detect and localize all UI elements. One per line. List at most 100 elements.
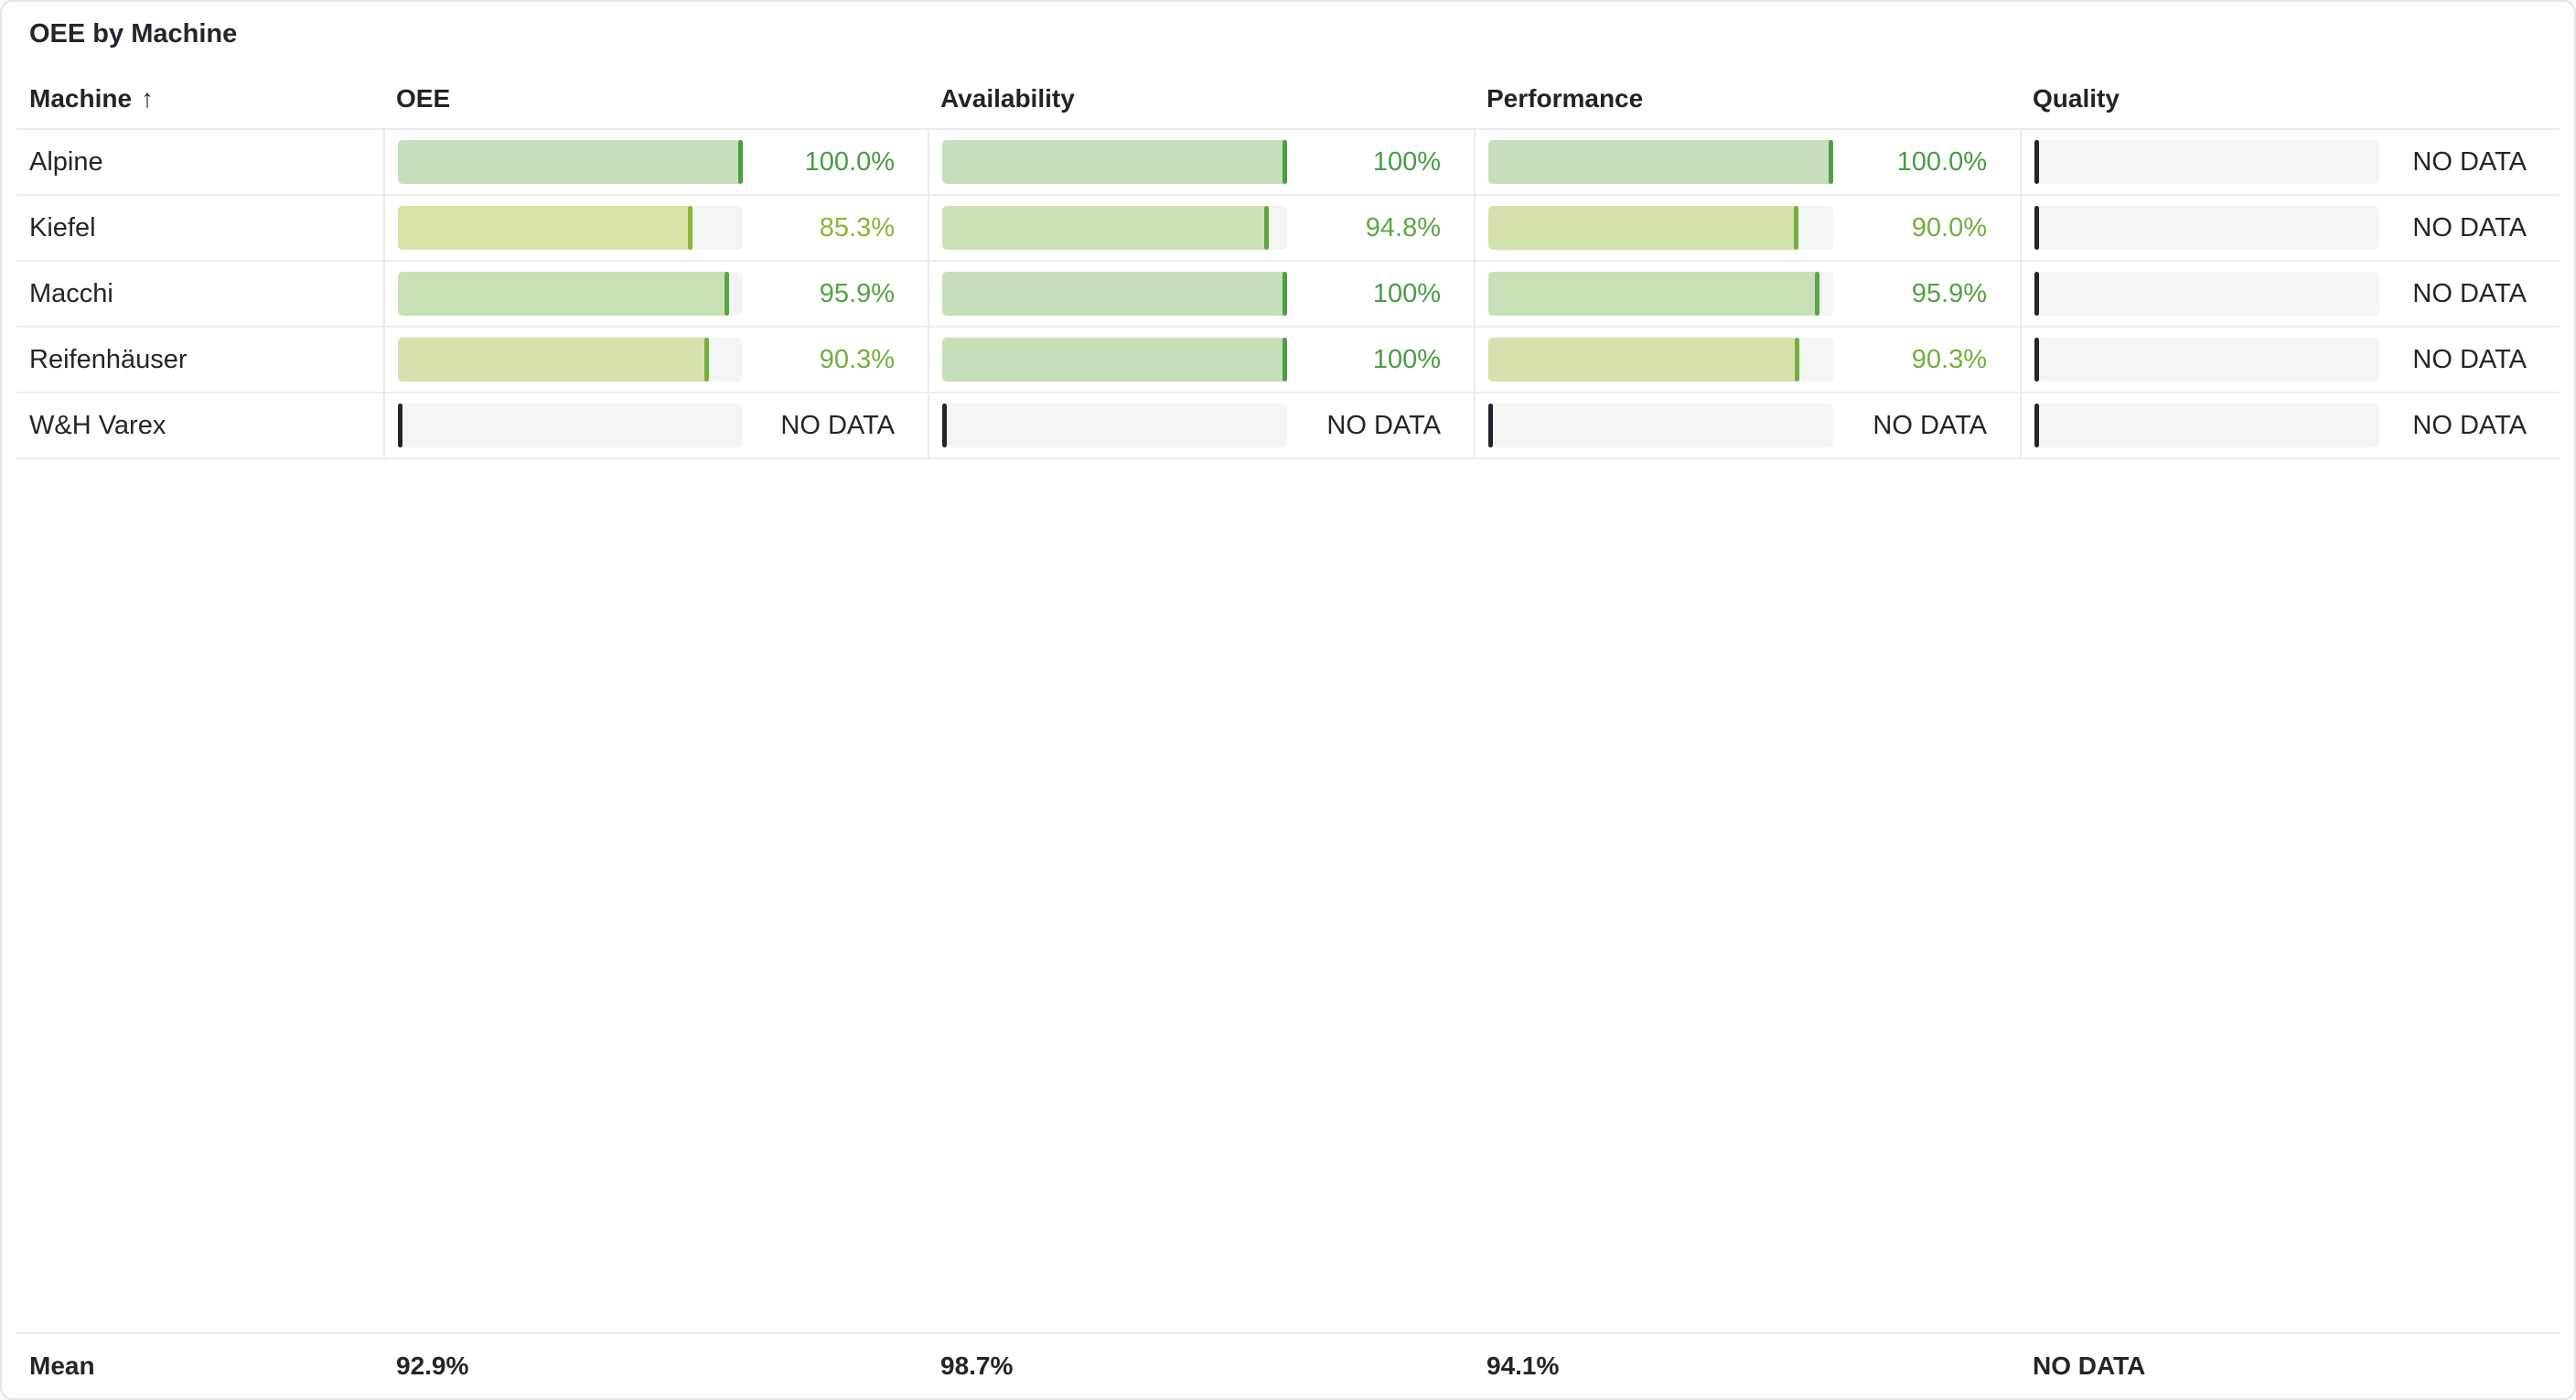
oee-cell: 90.3% bbox=[383, 328, 928, 392]
oee-bar-marker bbox=[724, 272, 729, 316]
oee-bar-track bbox=[398, 140, 743, 184]
quality-bar-marker bbox=[2034, 272, 2039, 316]
quality-bar-marker bbox=[2034, 140, 2039, 184]
oee-cell: 85.3% bbox=[383, 196, 928, 260]
quality-value: NO DATA bbox=[2412, 212, 2527, 242]
quality-cell: NO DATA bbox=[2020, 196, 2560, 260]
table-row: Reifenhäuser 90.3% 100% 90.3% NO DATA bbox=[16, 328, 2560, 393]
performance-bar-fill bbox=[1488, 206, 1799, 250]
performance-bar-track bbox=[1488, 206, 1833, 250]
quality-value: NO DATA bbox=[2412, 278, 2527, 308]
oee-bar-track bbox=[398, 404, 743, 447]
quality-bar-marker bbox=[2034, 404, 2039, 447]
performance-bar-fill bbox=[1488, 140, 1833, 184]
mean-oee-value: 92.9% bbox=[396, 1352, 469, 1380]
performance-bar-marker bbox=[1814, 272, 1819, 316]
oee-value: 95.9% bbox=[819, 278, 895, 308]
column-header-machine[interactable]: Machine ↑ bbox=[16, 84, 383, 128]
quality-value: NO DATA bbox=[2412, 410, 2527, 440]
oee-bar-marker bbox=[398, 404, 402, 447]
oee-table: Machine ↑ OEE Availability Performance Q… bbox=[16, 51, 2560, 1398]
quality-cell: NO DATA bbox=[2020, 328, 2560, 392]
column-header-availability-label: Availability bbox=[940, 84, 1075, 113]
table-row: Kiefel 85.3% 94.8% 90.0% NO DATA bbox=[16, 196, 2560, 262]
availability-value: 94.8% bbox=[1365, 212, 1441, 242]
mean-quality-value: NO DATA bbox=[2033, 1352, 2146, 1380]
availability-bar-marker bbox=[1283, 140, 1287, 184]
quality-cell: NO DATA bbox=[2020, 130, 2560, 194]
performance-bar-fill bbox=[1488, 272, 1819, 316]
mean-summary-row: Mean 92.9% 98.7% 94.1% NO DATA bbox=[16, 1332, 2560, 1398]
performance-bar-marker bbox=[1794, 206, 1799, 250]
availability-cell: 100% bbox=[928, 328, 1474, 392]
column-header-machine-label: Machine bbox=[29, 84, 133, 113]
oee-bar-marker bbox=[704, 338, 710, 382]
mean-label: Mean bbox=[29, 1352, 95, 1380]
column-header-availability[interactable]: Availability bbox=[928, 84, 1474, 128]
availability-bar-fill bbox=[942, 338, 1287, 382]
oee-bar-fill bbox=[398, 272, 729, 316]
quality-bar-marker bbox=[2034, 206, 2039, 250]
availability-value: 100% bbox=[1372, 344, 1441, 374]
availability-value: 100% bbox=[1372, 146, 1441, 177]
oee-cell: 100.0% bbox=[383, 130, 928, 194]
performance-value: 90.3% bbox=[1911, 344, 1987, 374]
oee-cell: NO DATA bbox=[383, 393, 928, 458]
performance-bar-marker bbox=[1795, 338, 1800, 382]
quality-cell: NO DATA bbox=[2020, 393, 2560, 458]
oee-value: 100.0% bbox=[804, 146, 895, 177]
column-header-performance[interactable]: Performance bbox=[1474, 84, 2020, 128]
column-header-performance-label: Performance bbox=[1487, 84, 1644, 113]
quality-bar-marker bbox=[2034, 338, 2039, 382]
performance-bar-track bbox=[1488, 404, 1833, 447]
performance-value: 95.9% bbox=[1911, 278, 1987, 308]
empty-area bbox=[16, 459, 2560, 1332]
oee-value: 85.3% bbox=[819, 212, 895, 242]
machine-name-cell: W&H Varex bbox=[29, 410, 166, 440]
oee-bar-fill bbox=[398, 338, 710, 382]
panel-title: OEE by Machine bbox=[29, 19, 238, 48]
performance-bar-marker bbox=[1829, 140, 1833, 184]
column-header-quality[interactable]: Quality bbox=[2020, 84, 2560, 128]
performance-bar-track bbox=[1488, 338, 1833, 382]
oee-bar-marker bbox=[738, 140, 743, 184]
availability-bar-fill bbox=[942, 206, 1270, 250]
column-header-oee[interactable]: OEE bbox=[383, 84, 928, 128]
performance-value: 90.0% bbox=[1911, 212, 1987, 242]
performance-value: NO DATA bbox=[1873, 410, 1987, 440]
performance-bar-fill bbox=[1488, 338, 1800, 382]
quality-cell: NO DATA bbox=[2020, 262, 2560, 326]
availability-bar-track bbox=[942, 404, 1287, 447]
availability-bar-track bbox=[942, 338, 1287, 382]
machine-name-cell: Macchi bbox=[29, 278, 113, 308]
sort-ascending-icon: ↑ bbox=[141, 84, 155, 113]
performance-bar-marker bbox=[1488, 404, 1493, 447]
oee-bar-marker bbox=[687, 206, 692, 250]
table-row: Macchi 95.9% 100% 95.9% NO DATA bbox=[16, 262, 2560, 328]
availability-value: 100% bbox=[1372, 278, 1441, 308]
quality-bar-track bbox=[2034, 140, 2379, 184]
performance-cell: 95.9% bbox=[1474, 262, 2020, 326]
machine-name-cell: Kiefel bbox=[29, 212, 96, 242]
availability-cell: 100% bbox=[928, 262, 1474, 326]
availability-cell: 100% bbox=[928, 130, 1474, 194]
performance-bar-track bbox=[1488, 140, 1833, 184]
performance-cell: 90.3% bbox=[1474, 328, 2020, 392]
availability-bar-marker bbox=[1264, 206, 1270, 250]
oee-value: NO DATA bbox=[780, 410, 895, 440]
column-header-oee-label: OEE bbox=[396, 84, 451, 113]
table-body: Alpine 100.0% 100% 100.0% NO DATA Kiefel 85.3%… bbox=[16, 130, 2560, 459]
oee-cell: 95.9% bbox=[383, 262, 928, 326]
oee-bar-fill bbox=[398, 206, 692, 250]
column-header-quality-label: Quality bbox=[2033, 84, 2120, 113]
oee-bar-fill bbox=[398, 140, 743, 184]
performance-value: 100.0% bbox=[1896, 146, 1987, 177]
mean-performance-value: 94.1% bbox=[1487, 1352, 1560, 1380]
quality-bar-track bbox=[2034, 404, 2379, 447]
quality-value: NO DATA bbox=[2412, 146, 2527, 177]
oee-bar-track bbox=[398, 272, 743, 316]
availability-bar-marker bbox=[942, 404, 947, 447]
performance-cell: 90.0% bbox=[1474, 196, 2020, 260]
availability-bar-track bbox=[942, 206, 1287, 250]
